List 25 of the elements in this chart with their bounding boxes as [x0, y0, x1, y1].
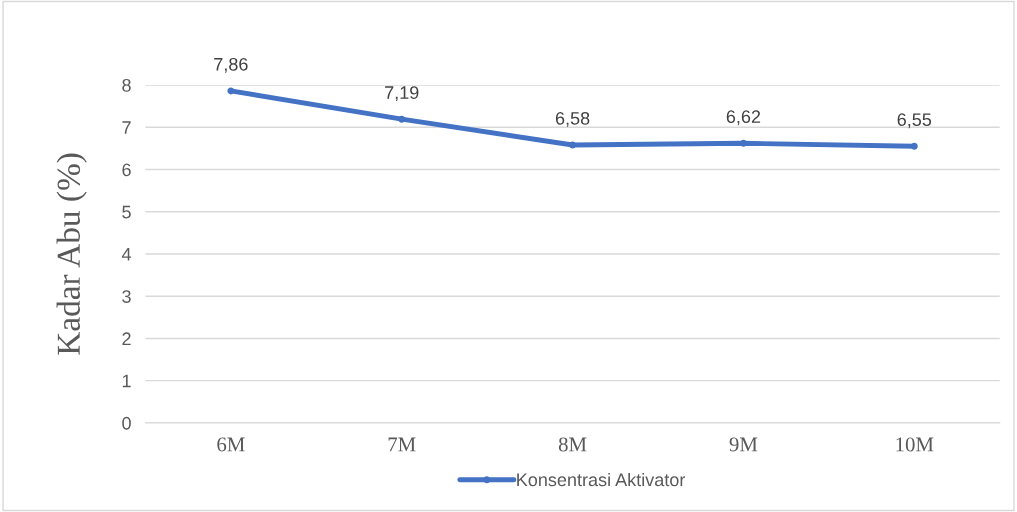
data-label: 6,62: [726, 110, 761, 126]
y-tick-label: 0: [122, 416, 131, 430]
y-tick-label: 3: [122, 290, 131, 303]
data-label: 7,19: [385, 86, 419, 102]
data-label: 6,58: [555, 111, 590, 127]
point: [569, 141, 577, 149]
point: [227, 87, 235, 95]
y-tick-label: 1: [122, 374, 131, 388]
point: [398, 115, 406, 123]
y-tick-label: 8: [122, 78, 131, 92]
y-tick-label: 2: [122, 332, 131, 345]
data-label: 7,86: [214, 57, 248, 73]
y-tick-label: 6: [122, 163, 131, 177]
y-axis-title: Kadar Abu (%): [56, 153, 87, 355]
x-tick-label: 6M: [217, 437, 245, 452]
x-tick-label: 7M: [388, 437, 416, 452]
point: [910, 142, 918, 150]
legend-label: Konsentrasi Aktivator: [517, 472, 686, 487]
y-tick-label: 5: [122, 205, 131, 219]
y-tick-label: 4: [121, 248, 132, 261]
x-tick-label: 9M: [729, 437, 758, 452]
x-tick-label: 10M: [896, 437, 934, 452]
x-tick-label: 8M: [558, 437, 587, 452]
data-label: 6,55: [897, 113, 932, 129]
y-tick-label: 7: [122, 121, 131, 134]
